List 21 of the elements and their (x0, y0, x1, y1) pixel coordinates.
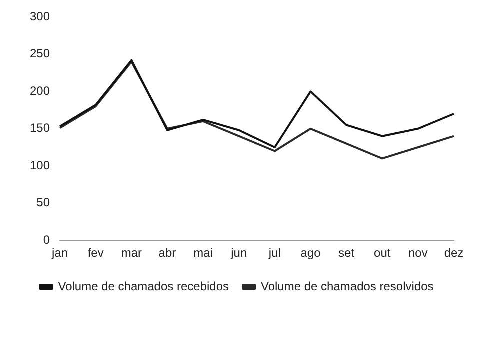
x-tick-label: fev (88, 246, 104, 260)
x-tick-label: mar (121, 246, 142, 260)
legend-label: Volume de chamados recebidos (58, 279, 230, 294)
x-tick-label: jun (230, 246, 248, 260)
x-tick-label: dez (444, 246, 464, 260)
y-tick-label: 50 (36, 196, 50, 210)
y-tick-label: 0 (43, 232, 50, 247)
x-tick-label: jul (268, 246, 281, 260)
y-tick-label: 100 (30, 158, 50, 172)
x-tick-label: nov (408, 246, 428, 260)
y-tick-label: 300 (30, 10, 50, 24)
x-tick-label: jan (51, 246, 68, 260)
x-tick-label: set (338, 246, 356, 260)
y-tick-label: 250 (30, 46, 50, 61)
y-tick-label: 200 (30, 84, 50, 98)
x-tick-label: out (374, 246, 392, 260)
x-tick-label: abr (158, 246, 176, 260)
y-tick-label: 150 (30, 121, 50, 136)
x-tick-label: mai (194, 246, 213, 260)
x-tick-label: ago (300, 246, 322, 260)
legend-label: Volume de chamados resolvidos (261, 279, 434, 294)
